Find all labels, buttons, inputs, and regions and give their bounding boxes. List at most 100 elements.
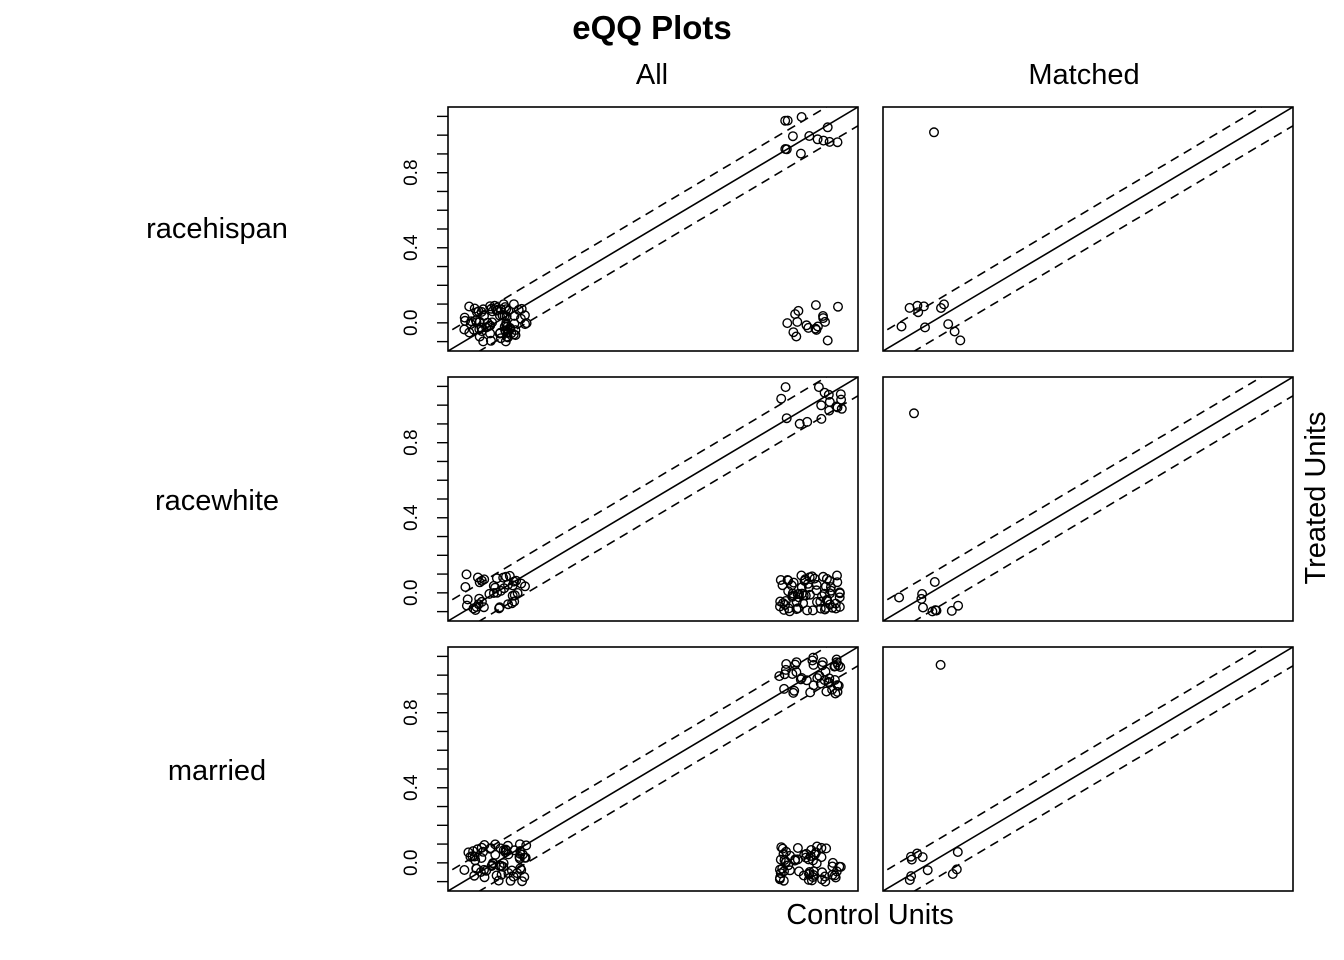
data-point xyxy=(917,589,928,600)
data-point xyxy=(807,655,818,666)
data-point xyxy=(491,305,502,316)
data-point xyxy=(906,871,917,882)
data-point xyxy=(795,674,806,685)
data-point xyxy=(936,303,947,314)
data-point xyxy=(822,122,833,133)
data-point xyxy=(503,579,514,590)
data-point xyxy=(920,322,931,333)
lower-band-line xyxy=(477,394,858,621)
data-point xyxy=(787,591,798,602)
data-point xyxy=(820,876,831,887)
data-point xyxy=(927,606,938,617)
data-point xyxy=(935,659,946,670)
x-axis-label: Control Units xyxy=(786,899,954,931)
data-point xyxy=(494,328,505,339)
data-point xyxy=(484,588,495,599)
data-point xyxy=(822,335,833,346)
data-point xyxy=(784,606,795,617)
data-point xyxy=(796,111,807,122)
data-point xyxy=(461,569,472,580)
data-point xyxy=(781,144,792,155)
data-point xyxy=(503,868,514,879)
data-point xyxy=(814,670,825,681)
data-point xyxy=(815,596,826,607)
y-axis-label: Treated Units xyxy=(1300,412,1332,585)
data-point xyxy=(787,131,798,142)
data-point xyxy=(795,148,806,159)
data-point xyxy=(808,866,819,877)
data-point xyxy=(781,413,792,424)
data-point xyxy=(780,664,791,675)
data-point xyxy=(474,593,485,604)
data-point xyxy=(491,870,502,881)
data-point xyxy=(801,848,812,859)
data-point xyxy=(836,403,847,414)
data-point xyxy=(832,402,843,413)
panel-racewhite-matched xyxy=(882,376,1294,622)
y-tick-label: 0.0 xyxy=(401,580,422,606)
data-point xyxy=(792,589,803,600)
data-point xyxy=(474,577,485,588)
data-point xyxy=(471,863,482,874)
y-tick-label: 0.0 xyxy=(401,310,422,336)
data-point xyxy=(931,605,942,616)
data-point xyxy=(821,843,832,854)
data-point xyxy=(802,416,813,427)
data-point xyxy=(816,842,827,853)
data-point xyxy=(785,865,796,876)
data-point xyxy=(778,598,789,609)
data-point xyxy=(835,389,846,400)
data-point xyxy=(799,575,810,586)
data-point xyxy=(476,596,487,607)
data-point xyxy=(824,673,835,684)
data-point xyxy=(792,316,803,327)
data-point xyxy=(460,582,471,593)
data-point xyxy=(494,602,505,613)
data-point xyxy=(791,657,802,668)
data-point xyxy=(788,687,799,698)
data-point xyxy=(459,324,470,335)
data-point xyxy=(788,577,799,588)
data-point xyxy=(810,323,821,334)
lower-band-line xyxy=(912,664,1293,891)
data-point xyxy=(780,115,791,126)
data-point xyxy=(819,604,830,615)
data-point xyxy=(793,305,804,316)
data-point xyxy=(800,852,811,863)
data-point xyxy=(509,576,520,587)
data-point xyxy=(478,602,489,613)
data-point xyxy=(509,310,520,321)
data-point xyxy=(802,605,813,616)
upper-band-line xyxy=(448,377,829,604)
data-point xyxy=(807,605,818,616)
reference-line xyxy=(883,377,1293,621)
data-point xyxy=(501,320,512,331)
panel-frame xyxy=(882,646,1294,892)
data-point xyxy=(774,671,785,682)
data-point xyxy=(474,324,485,335)
data-point xyxy=(834,587,845,598)
data-point xyxy=(803,854,814,865)
data-point xyxy=(488,588,499,599)
data-point xyxy=(815,678,826,689)
data-point xyxy=(832,137,843,148)
data-point xyxy=(808,680,819,691)
y-tick-label: 0.4 xyxy=(401,504,422,531)
row-label-racehispan: racehispan xyxy=(146,213,288,245)
data-point xyxy=(788,590,799,601)
data-point xyxy=(952,847,963,858)
data-point xyxy=(798,590,809,601)
data-point xyxy=(796,570,807,581)
data-point xyxy=(821,686,832,697)
data-point xyxy=(777,843,788,854)
data-point xyxy=(783,860,794,871)
data-point xyxy=(819,588,830,599)
data-point xyxy=(467,851,478,862)
data-point xyxy=(514,839,525,850)
data-point xyxy=(791,331,802,342)
data-point xyxy=(519,310,530,321)
data-point xyxy=(801,675,812,686)
column-label-all: All xyxy=(636,59,668,91)
data-point xyxy=(492,587,503,598)
data-point xyxy=(508,299,519,310)
